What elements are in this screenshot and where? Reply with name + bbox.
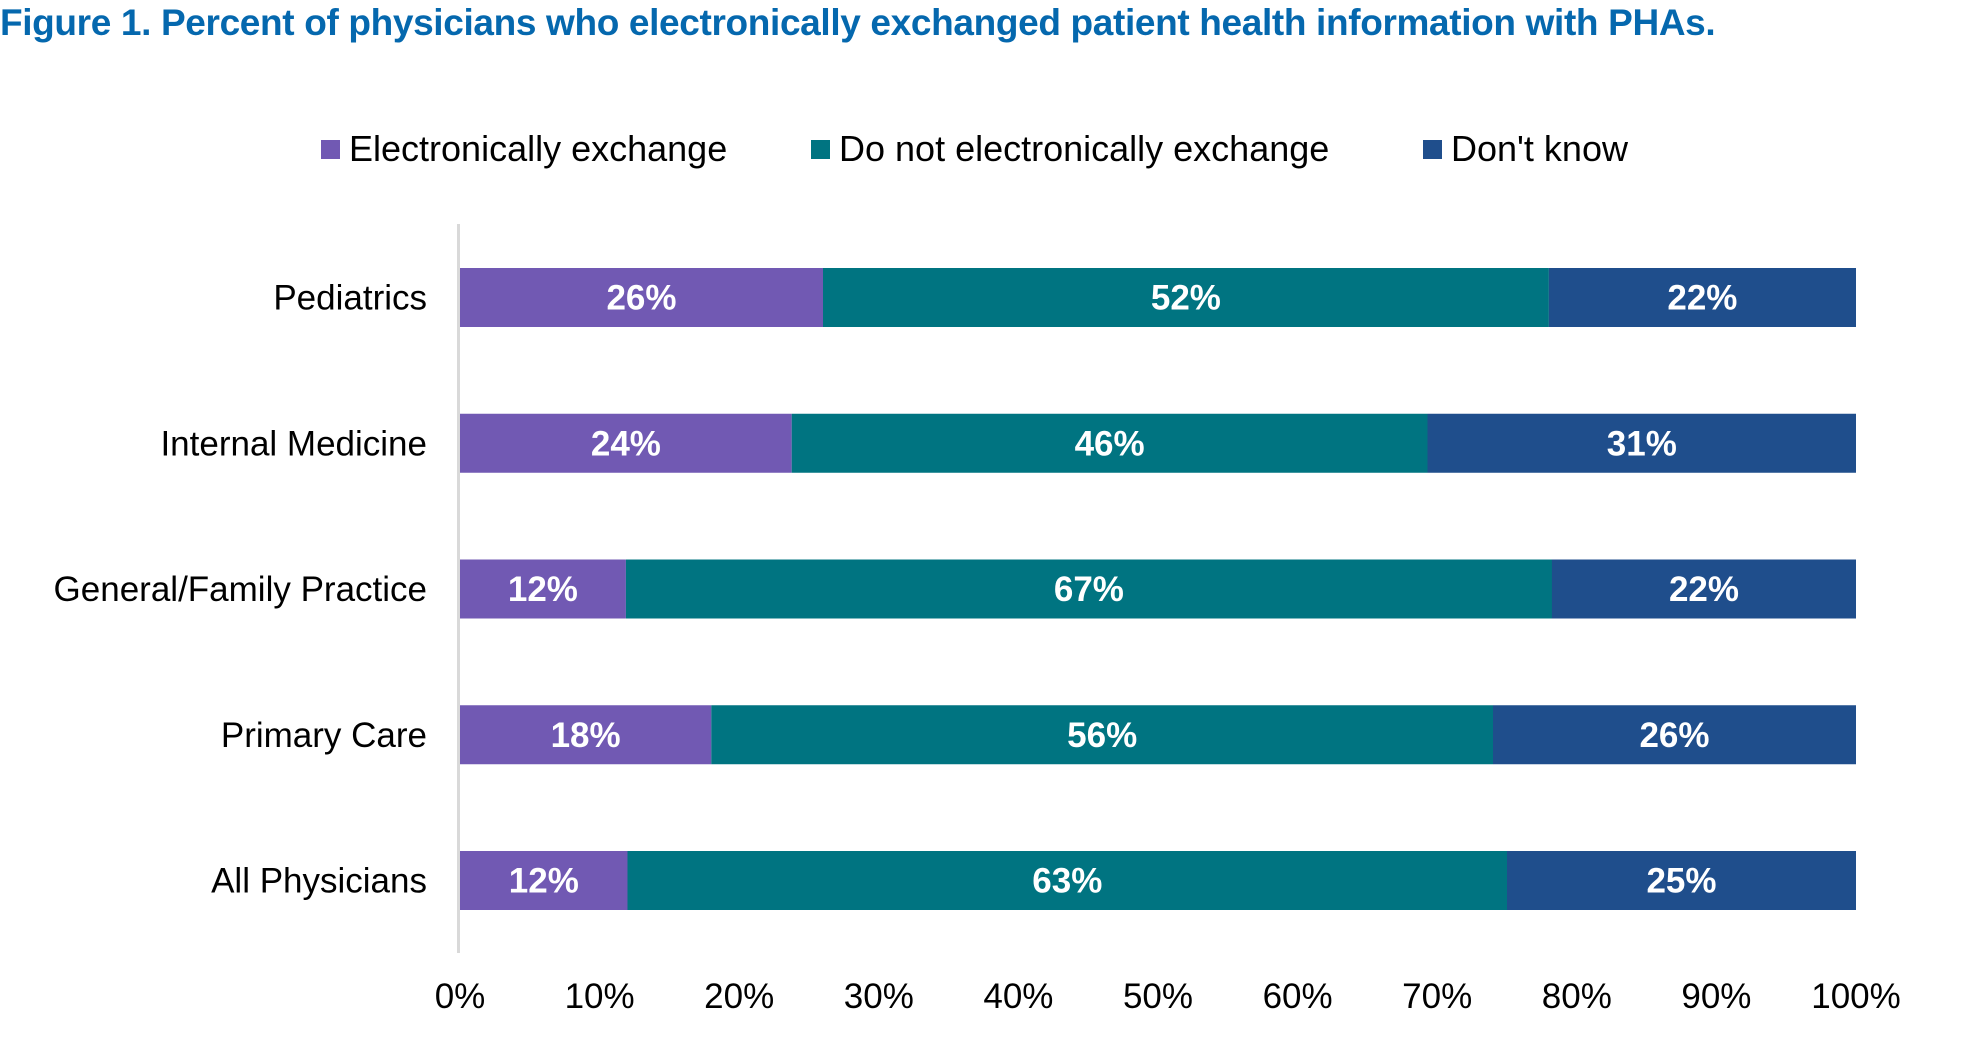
legend: Electronically exchange Do not electroni…: [0, 124, 1962, 174]
legend-item-do-not-electronically-exchange: Do not electronically exchange: [811, 124, 1329, 174]
bar-all-physicians-electronically-exchange: [460, 851, 628, 910]
category-label-internal-medicine: Internal Medicine: [160, 424, 427, 463]
bar-internal-medicine-electronically-exchange: [460, 413, 792, 473]
legend-swatch-electronically-exchange: [321, 139, 340, 159]
x-tick-label-80: 80%: [1542, 977, 1612, 1016]
data-label-internal-medicine-don-t-know: 31%: [1607, 424, 1677, 463]
data-label-internal-medicine-do-not-electronically-exchange: 46%: [1075, 424, 1145, 463]
data-label-general-family-practice-do-not-electronically-exchange: 67%: [1054, 570, 1124, 609]
x-tick-label-20: 20%: [704, 977, 774, 1016]
bar-pediatrics-do-not-electronically-exchange: [823, 268, 1549, 327]
x-tick-label-40: 40%: [983, 977, 1053, 1016]
data-label-internal-medicine-electronically-exchange: 24%: [591, 424, 661, 463]
legend-swatch-dont-know: [1423, 139, 1442, 159]
x-tick-label-0: 0%: [435, 977, 486, 1016]
chart-title: Figure 1. Percent of physicians who elec…: [0, 2, 1716, 43]
data-label-primary-care-don-t-know: 26%: [1639, 716, 1709, 755]
legend-label: Electronically exchange: [349, 128, 728, 169]
bar-general-family-practice-do-not-electronically-exchange: [625, 559, 1552, 619]
data-label-all-physicians-electronically-exchange: 12%: [509, 862, 579, 901]
bar-primary-care-do-not-electronically-exchange: [711, 705, 1494, 765]
category-labels-group: Pediatrics Internal Medicine General/Famil…: [54, 279, 427, 901]
data-label-pediatrics-electronically-exchange: 26%: [606, 279, 676, 318]
legend-label: Do not electronically exchange: [839, 128, 1330, 169]
x-tick-label-90: 90%: [1681, 977, 1751, 1016]
bar-internal-medicine-don-t-know: [1427, 413, 1856, 473]
x-tick-label-50: 50%: [1123, 977, 1193, 1016]
bar-general-family-practice-electronically-exchange: [460, 559, 626, 619]
legend-item-electronically-exchange: Electronically exchange: [321, 124, 727, 174]
data-label-pediatrics-don-t-know: 22%: [1667, 279, 1737, 318]
bar-all-physicians-do-not-electronically-exchange: [627, 851, 1507, 910]
x-tick-labels-group: 0% 10% 20% 30% 40% 50% 60% 70% 80% 90% 100%: [435, 977, 1901, 1016]
x-tick-label-70: 70%: [1402, 977, 1472, 1016]
x-tick-label-30: 30%: [844, 977, 914, 1016]
data-label-primary-care-do-not-electronically-exchange: 56%: [1067, 716, 1137, 755]
data-label-pediatrics-do-not-electronically-exchange: 52%: [1151, 279, 1221, 318]
category-label-all-physicians: All Physicians: [211, 862, 427, 901]
bar-pediatrics-don-t-know: [1548, 268, 1856, 327]
bar-internal-medicine-do-not-electronically-exchange: [791, 413, 1428, 473]
category-label-pediatrics: Pediatrics: [273, 279, 427, 318]
bar-primary-care-electronically-exchange: [460, 705, 712, 765]
bars-group: [460, 268, 1856, 910]
data-label-all-physicians-do-not-electronically-exchange: 63%: [1032, 862, 1102, 901]
legend-item-dont-know: Don't know: [1423, 124, 1628, 174]
legend-label: Don't know: [1451, 128, 1628, 169]
data-label-general-family-practice-electronically-exchange: 12%: [508, 570, 578, 609]
data-label-primary-care-electronically-exchange: 18%: [551, 716, 621, 755]
legend-swatch-do-not-electronically-exchange: [811, 139, 830, 159]
x-tick-label-100: 100%: [1811, 977, 1901, 1016]
x-tick-label-60: 60%: [1263, 977, 1333, 1016]
bar-primary-care-don-t-know: [1493, 705, 1856, 765]
data-label-all-physicians-don-t-know: 25%: [1646, 862, 1716, 901]
category-label-general-family-practice: General/Family Practice: [54, 570, 427, 609]
data-labels-group: 26% 52% 22% 24% 46% 31% 12% 67% 22% 18% 56% 26% 12% 6…: [508, 279, 1739, 901]
data-label-general-family-practice-don-t-know: 22%: [1669, 570, 1739, 609]
bar-all-physicians-don-t-know: [1507, 851, 1856, 910]
bar-general-family-practice-don-t-know: [1551, 559, 1856, 619]
bar-pediatrics-electronically-exchange: [460, 268, 823, 327]
category-label-primary-care: Primary Care: [221, 716, 427, 755]
x-tick-label-10: 10%: [565, 977, 635, 1016]
